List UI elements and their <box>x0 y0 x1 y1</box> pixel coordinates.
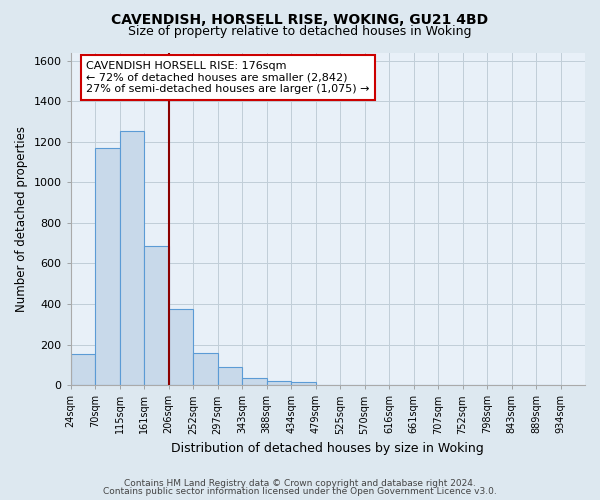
Bar <box>144 246 169 385</box>
X-axis label: Distribution of detached houses by size in Woking: Distribution of detached houses by size … <box>172 442 484 455</box>
Text: CAVENDISH, HORSELL RISE, WOKING, GU21 4BD: CAVENDISH, HORSELL RISE, WOKING, GU21 4B… <box>112 12 488 26</box>
Bar <box>193 352 218 385</box>
Text: Contains public sector information licensed under the Open Government Licence v3: Contains public sector information licen… <box>103 487 497 496</box>
Bar <box>291 382 316 385</box>
Text: Contains HM Land Registry data © Crown copyright and database right 2024.: Contains HM Land Registry data © Crown c… <box>124 478 476 488</box>
Bar <box>218 367 242 385</box>
Text: Size of property relative to detached houses in Woking: Size of property relative to detached ho… <box>128 25 472 38</box>
Bar <box>266 381 291 385</box>
Bar <box>242 378 266 385</box>
Bar <box>119 130 144 385</box>
Bar <box>169 309 193 385</box>
Y-axis label: Number of detached properties: Number of detached properties <box>15 126 28 312</box>
Text: CAVENDISH HORSELL RISE: 176sqm
← 72% of detached houses are smaller (2,842)
27% : CAVENDISH HORSELL RISE: 176sqm ← 72% of … <box>86 61 370 94</box>
Bar <box>71 354 95 385</box>
Bar <box>95 148 119 385</box>
